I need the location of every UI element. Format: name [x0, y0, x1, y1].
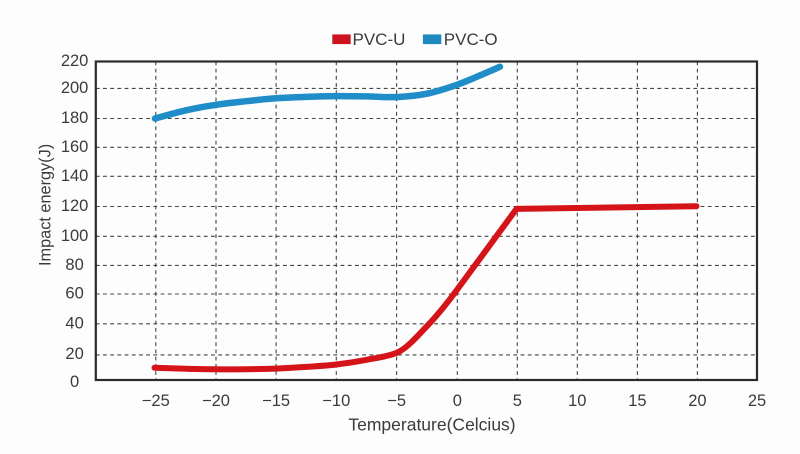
svg-text:200: 200 — [61, 79, 89, 97]
svg-text:20: 20 — [688, 392, 706, 410]
svg-text:15: 15 — [628, 392, 646, 410]
svg-text:−20: −20 — [202, 392, 230, 410]
svg-text:−15: −15 — [262, 392, 290, 410]
svg-text:−25: −25 — [142, 392, 170, 410]
svg-text:PVC-U: PVC-U — [353, 30, 406, 49]
svg-text:25: 25 — [748, 392, 766, 410]
svg-text:−10: −10 — [322, 392, 350, 410]
svg-text:120: 120 — [61, 197, 89, 215]
svg-text:220: 220 — [61, 52, 89, 70]
svg-text:−5: −5 — [387, 392, 406, 410]
svg-text:40: 40 — [65, 314, 83, 332]
svg-text:80: 80 — [65, 256, 83, 274]
svg-text:180: 180 — [61, 109, 89, 127]
svg-text:100: 100 — [61, 227, 89, 245]
svg-text:0: 0 — [70, 373, 79, 391]
svg-text:Impact energy(J): Impact energy(J) — [37, 144, 55, 266]
svg-text:160: 160 — [61, 138, 89, 156]
svg-text:5: 5 — [513, 392, 522, 410]
svg-text:PVC-O: PVC-O — [444, 30, 498, 49]
svg-text:60: 60 — [65, 285, 83, 303]
svg-text:0: 0 — [453, 392, 462, 410]
svg-text:140: 140 — [61, 167, 89, 185]
svg-text:20: 20 — [65, 345, 83, 363]
svg-text:10: 10 — [568, 392, 586, 410]
svg-text:Temperature(Celcius): Temperature(Celcius) — [348, 415, 515, 435]
